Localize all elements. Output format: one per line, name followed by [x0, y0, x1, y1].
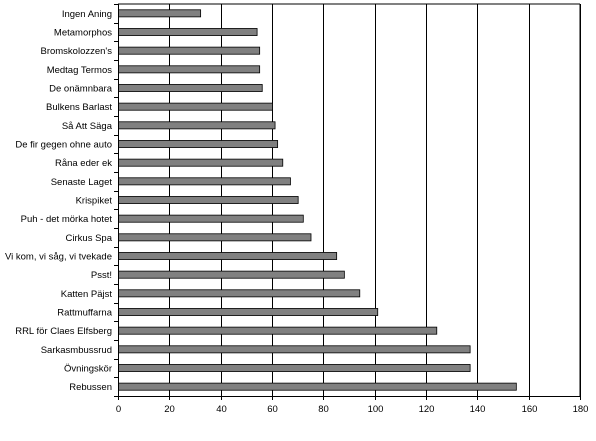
y-tick-label-puh-det-mörka-hotet: Puh - det mörka hotet — [21, 214, 113, 225]
bar-krispiket — [118, 196, 299, 204]
y-tick-label-cirkus-spa: Cirkus Spa — [66, 233, 113, 244]
bar-puh-det-mörka-hotet — [118, 214, 304, 223]
bar-de-fir-gegen-ohne-auto — [118, 140, 279, 148]
bars-layer — [118, 9, 517, 391]
bar-senaste-laget — [118, 177, 291, 186]
y-tick-label-sarkasmbussrud: Sarkasmbussrud — [41, 345, 112, 356]
y-tick-label-vi-kom-vi-såg-vi-tvekade: Vi kom, vi såg, vi tvekade — [5, 252, 112, 263]
x-tick-label-140: 140 — [470, 404, 486, 415]
y-tick-label-rrl-för-claes-elfsberg: RRL för Claes Elfsberg — [15, 326, 112, 337]
y-tick-label-övningskör: Övningskör — [64, 364, 112, 375]
y-tick-label-så-att-säga: Så Att Säga — [62, 121, 113, 132]
y-tick-label-råna-eder-ek: Råna eder ek — [55, 158, 112, 169]
x-tick-label-20: 20 — [164, 404, 175, 415]
x-tick-label-60: 60 — [267, 404, 278, 415]
bar-övningskör — [118, 364, 471, 372]
x-tick-label-100: 100 — [368, 404, 384, 415]
bar-cirkus-spa — [118, 233, 312, 242]
bar-katten-päjst — [118, 289, 361, 298]
y-tick-label-krispiket: Krispiket — [76, 196, 113, 207]
bar-medtag-termos — [118, 65, 261, 74]
bar-råna-eder-ek — [118, 158, 284, 167]
y-tick-label-bromskolozzen-s: Bromskolozzen's — [40, 46, 112, 57]
labels-layer: 0 20 40 60 80 100 120 140 160 180 Ingen Aning Metam… — [5, 9, 588, 415]
x-tick-label-120: 120 — [419, 404, 435, 415]
bar-bulkens-barlast — [118, 102, 273, 111]
y-tick-label-metamorphos: Metamorphos — [54, 28, 112, 39]
axis-layer — [114, 4, 581, 400]
y-tick-label-ingen-aning: Ingen Aning — [62, 9, 112, 20]
y-tick-label-senaste-laget: Senaste Laget — [51, 177, 113, 188]
x-tick-label-0: 0 — [116, 404, 121, 415]
bar-så-att-säga — [118, 121, 276, 130]
y-tick-label-de-onämnbara: De onämnbara — [49, 84, 113, 95]
y-tick-label-psst: Psst! — [91, 270, 112, 281]
bar-metamorphos — [118, 28, 258, 36]
y-tick-label-rattmuffarna: Rattmuffarna — [57, 308, 112, 319]
y-tick-label-de-fir-gegen-ohne-auto: De fir gegen ohne auto — [15, 140, 112, 151]
bar-sarkasmbussrud — [118, 345, 471, 354]
bar-ingen-aning — [118, 9, 202, 18]
bar-de-onämnbara — [118, 84, 263, 92]
y-tick-label-rebussen: Rebussen — [69, 382, 112, 393]
x-tick-label-180: 180 — [573, 404, 589, 415]
bar-rrl-för-claes-elfsberg — [118, 326, 438, 335]
x-tick-label-160: 160 — [522, 404, 538, 415]
y-tick-label-bulkens-barlast: Bulkens Barlast — [46, 102, 112, 113]
bar-rebussen — [118, 382, 517, 391]
x-tick-label-40: 40 — [216, 404, 227, 415]
bar-vi-kom-vi-såg-vi-tvekade — [118, 252, 338, 260]
y-tick-label-katten-päjst: Katten Päjst — [61, 289, 113, 300]
bar-rattmuffarna — [118, 308, 379, 316]
bar-bromskolozzen-s — [118, 46, 261, 55]
y-tick-label-medtag-termos: Medtag Termos — [47, 65, 113, 76]
x-tick-label-80: 80 — [318, 404, 329, 415]
bar-psst — [118, 270, 345, 279]
